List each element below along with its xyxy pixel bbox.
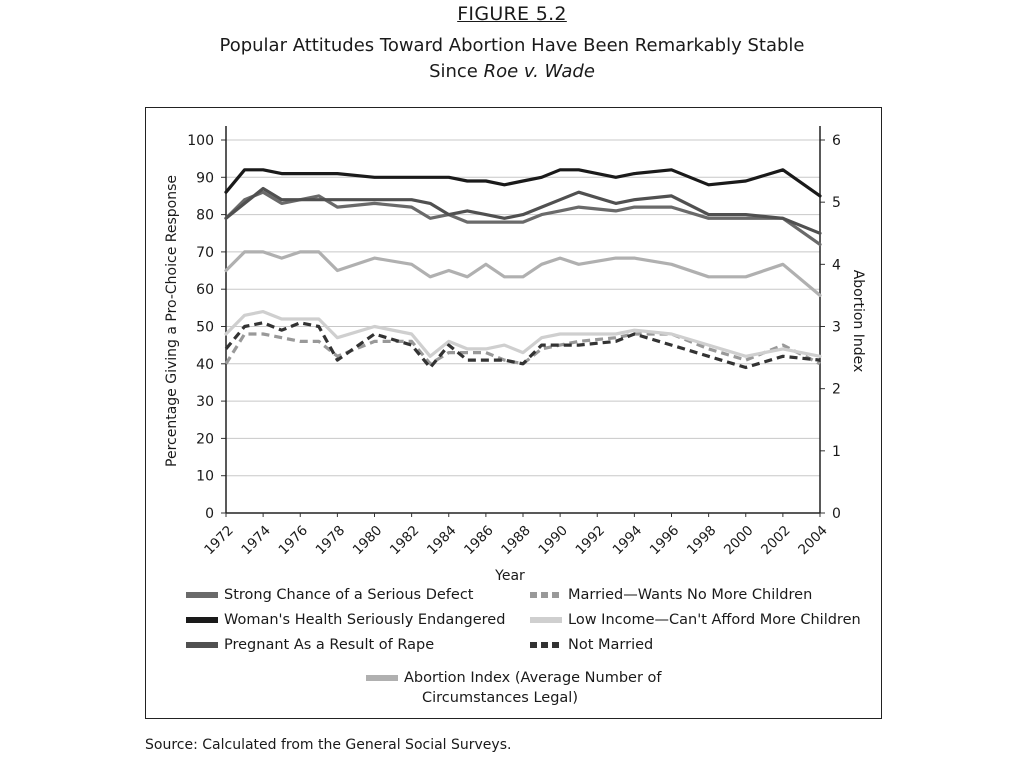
left-axis-tick-labels: 0 10 20 30 40 50 60 70 80 90 100 [187,133,214,522]
series-line-1 [224,332,821,366]
legend-label: Pregnant As a Result of Rape [224,637,435,653]
x-tick-label: 2000 [721,523,757,559]
chart-frame [145,107,882,719]
x-tick-label: 1994 [610,523,646,559]
y-tick-label: 100 [187,133,214,149]
x-tick-label: 1972 [201,523,237,559]
legend-item-womans-health: Woman's Health Seriously Endangered [186,612,505,628]
source-note: Source: Calculated from the General Soci… [145,737,512,753]
legend-item-low-income: Low Income—Can't Afford More Children [530,612,861,628]
x-tick-label: 1990 [535,523,571,559]
x-tick-label: 2004 [795,523,831,559]
x-tick-label: 1982 [387,523,423,559]
x-axis-label: Year [494,568,525,584]
x-tick-label: 1976 [275,523,311,559]
y-tick-label: 90 [196,170,214,186]
figure-title-line1: Popular Attitudes Toward Abortion Have B… [219,35,805,56]
x-tick-label: 2002 [758,523,794,559]
x-tick-label: 1984 [424,523,460,559]
legend-item-abortion-index: Abortion Index (Average Number of Circum… [366,668,662,708]
x-tick-label: 1998 [684,523,720,559]
legend-item-married: Married—Wants No More Children [530,587,812,603]
y-tick-label: 20 [196,431,214,447]
legend-item-not-married: Not Married [530,637,653,653]
series-line-6 [224,250,822,297]
y-tick-label: 80 [196,208,214,224]
x-axis-tick-labels: 1972 1974 1976 1978 1980 1982 1984 1986 1988 1990… [201,523,831,559]
y-tick-label: 40 [196,357,214,373]
figure-title-italic: Roe v. Wade [483,61,595,82]
legend-item-rape: Pregnant As a Result of Rape [186,637,434,653]
legend-label-line1: Abortion Index (Average Number of [404,670,662,686]
legend-label: Not Married [568,637,654,653]
y2-tick-label: 1 [832,444,841,460]
y2-tick-label: 5 [832,195,841,211]
legend-label-line2: Circumstances Legal) [422,690,578,706]
legend-swatch-not-married [530,642,562,648]
x-tick-label: 1974 [238,523,274,559]
series-line-4 [224,186,822,235]
legend-label: Woman's Health Seriously Endangered [224,612,506,628]
y2-tick-label: 3 [832,320,841,336]
series-line-5 [224,321,821,370]
x-tick-label: 1986 [461,523,497,559]
legend-label: Strong Chance of a Serious Defect [224,587,474,603]
y-tick-label: 30 [196,394,214,410]
right-axis-tick-labels: 0 1 2 3 4 5 6 [832,133,841,522]
x-tick-label: 1996 [647,523,683,559]
x-tick-label: 1978 [313,523,349,559]
y-tick-label: 0 [205,506,214,522]
y2-tick-label: 2 [832,382,841,398]
y2-tick-label: 6 [832,133,841,149]
y-axis-label: Percentage Giving a Pro-Choice Response [164,175,180,467]
axes [221,126,825,517]
legend-item-serious-defect: Strong Chance of a Serious Defect [186,587,474,603]
legend-swatch-rape [186,642,218,648]
gridlines [226,139,820,477]
legend-swatch-womans-health [186,617,218,623]
legend-swatch-serious-defect [186,592,218,598]
x-tick-label: 1992 [572,523,608,559]
x-tick-label: 1980 [350,523,386,559]
y-tick-label: 60 [196,282,214,298]
legend-swatch-abortion-index [366,675,398,681]
legend-label: Low Income—Can't Afford More Children [568,612,861,628]
figure-title-prefix: Since [429,61,484,82]
legend-label: Married—Wants No More Children [568,587,813,603]
y2-tick-label: 0 [832,506,841,522]
legend-label-abortion-index: Abortion Index (Average Number of Circum… [404,668,662,708]
series-line-3 [224,310,822,358]
y2-tick-label: 4 [832,257,841,273]
series-lines [224,168,822,370]
y-tick-label: 70 [196,245,214,261]
series-line-2 [224,168,822,198]
legend-swatch-low-income [530,617,562,623]
y2-axis-label: Abortion Index [850,270,866,373]
x-tick-label: 1988 [498,523,534,559]
y-tick-label: 50 [196,320,214,336]
figure-number: FIGURE 5.2 [457,3,567,25]
figure-title-line2: Since Roe v. Wade [0,61,1024,82]
legend-swatch-married [530,592,562,598]
y-tick-label: 10 [196,469,214,485]
